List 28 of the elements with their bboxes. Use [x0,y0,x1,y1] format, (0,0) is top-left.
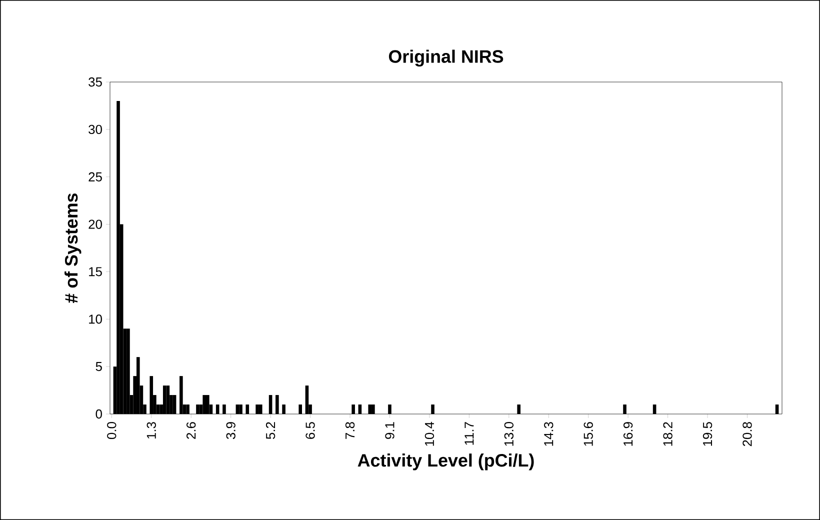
x-tick-label: 0.0 [107,422,116,440]
x-axis-title: Activity Level (pCi/L) [358,454,534,470]
y-tick-label: 30 [88,124,102,134]
y-tick-label: 15 [89,267,102,276]
y-tick-label: 5 [96,362,102,372]
y-tick-label: 35 [88,77,102,87]
x-tick-label: 14.3 [544,422,554,446]
x-tick-label: 18.2 [663,422,672,446]
y-axis-title: # of Systems [64,193,82,304]
x-tick-label: 9.1 [385,422,394,439]
x-tick-label: 15.6 [584,422,593,446]
x-tick-label: 1.3 [146,422,156,439]
x-tick-label: 6.5 [306,422,315,439]
y-tick-label: 25 [88,172,102,182]
x-tick-label: 11.7 [464,422,474,445]
x-tick-label: 13.0 [504,422,514,446]
x-tick-label: 2.6 [186,422,196,439]
x-tick-label: 3.9 [226,422,236,440]
x-tick-label: 10.4 [424,422,434,446]
x-tick-label: 16.9 [623,422,633,446]
x-tick-label: 5.2 [266,422,276,440]
y-tick-label: 0 [96,409,102,419]
y-tick-label: 10 [89,314,102,324]
chart-title: Original NIRS [388,50,504,66]
x-tick-label: 19.5 [702,422,712,446]
y-tick-label: 20 [88,220,102,229]
x-tick-label: 20.8 [742,422,752,446]
x-tick-label: 7.8 [345,422,355,439]
